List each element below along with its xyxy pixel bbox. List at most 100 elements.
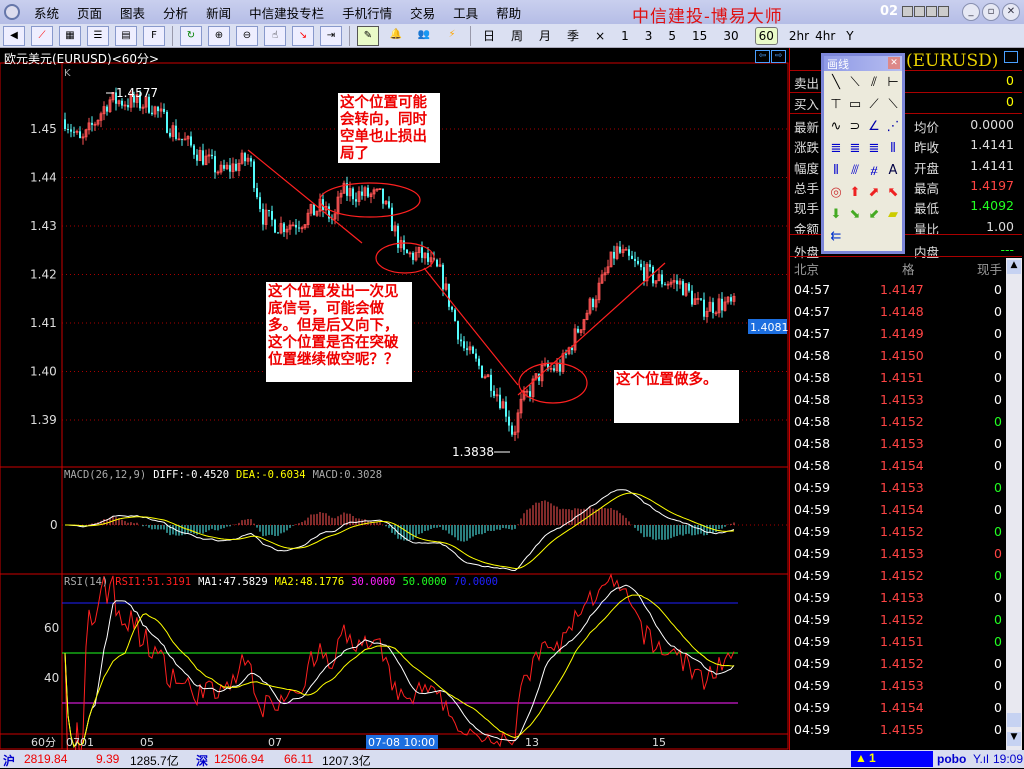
annotation-turn[interactable]: 这个位置可能会转向，同时空单也止损出局了	[338, 93, 440, 163]
cycle-icon[interactable]: ⦀	[890, 141, 896, 156]
menu-news[interactable]: 新闻	[206, 5, 232, 21]
period-30[interactable]: 30	[723, 28, 739, 43]
menu-page[interactable]: 页面	[77, 5, 103, 21]
tick-time: 04:59	[794, 546, 831, 561]
down-right-arrow-icon[interactable]: ⬊	[849, 207, 861, 222]
candle-body	[573, 328, 577, 351]
scroll-thumb[interactable]	[1007, 713, 1021, 727]
maximize-panel-icon[interactable]	[1004, 51, 1018, 63]
text-icon[interactable]: A	[888, 163, 898, 178]
multi-chart-icon[interactable]: ▦	[59, 25, 81, 46]
select-icon[interactable]: ☝	[264, 25, 286, 46]
period-day[interactable]: 日	[483, 29, 496, 43]
tick-scrollbar[interactable]: ▲ ▼	[1006, 258, 1022, 750]
tick-volume: 0	[994, 370, 1002, 385]
speed-lines-icon[interactable]: ⫻	[851, 163, 859, 178]
export-icon[interactable]: ↘	[292, 25, 314, 46]
period-3[interactable]: 3	[644, 28, 653, 43]
up-right-arrow-icon[interactable]: ⬈	[868, 185, 880, 200]
import-icon[interactable]: ⇥	[320, 25, 342, 46]
wave-icon[interactable]: ∿	[830, 119, 842, 134]
period-5[interactable]: 5	[668, 28, 677, 43]
angle-icon[interactable]: ∠	[868, 119, 880, 134]
scroll-down-icon[interactable]: ▼	[1007, 732, 1021, 746]
zoom-in-icon[interactable]: ⊕	[208, 25, 230, 46]
annotation-bottom-signal[interactable]: 这个位置发出一次见底信号，可能会做多。但是后又向下，这个位置是否在突破位置继续做…	[266, 282, 412, 382]
period-4hr[interactable]: 4hr	[815, 28, 836, 43]
menu-chart[interactable]: 图表	[120, 5, 146, 21]
annotation-go-long[interactable]: 这个位置做多。	[614, 370, 739, 423]
app-logo-icon[interactable]	[4, 4, 20, 20]
target-icon[interactable]: ◎	[830, 185, 842, 200]
parallel-icon[interactable]: ⫽	[871, 75, 877, 90]
ray-down-icon[interactable]: ⟍	[888, 97, 898, 112]
fan-icon[interactable]: ⋰	[886, 119, 900, 134]
fibonacci-icon[interactable]: ≣	[849, 141, 861, 156]
menu-column[interactable]: 中信建投专栏	[249, 5, 325, 21]
minimize-button[interactable]: _	[962, 3, 980, 21]
delete-all-icon[interactable]: ⇇	[830, 229, 842, 244]
percent-icon[interactable]: ≣	[868, 141, 880, 156]
period-week[interactable]: 周	[511, 29, 524, 43]
last-icon[interactable]	[938, 6, 949, 17]
restore-button[interactable]: ▫	[982, 3, 1000, 21]
menu-analysis[interactable]: 分析	[163, 5, 189, 21]
back-icon[interactable]: ◀	[3, 25, 25, 46]
scroll-left-button[interactable]: ⇦	[755, 50, 770, 63]
period-1[interactable]: 1	[621, 28, 629, 43]
alarm-icon[interactable]: 🔔	[389, 28, 403, 40]
menu-help[interactable]: 帮助	[496, 5, 522, 21]
first-icon[interactable]	[902, 6, 913, 17]
down-arrow-icon[interactable]: ⬇	[830, 207, 842, 222]
fib-cycle-icon[interactable]: ⦀	[833, 163, 839, 178]
period-y[interactable]: Y	[846, 28, 854, 43]
up-arrow-icon[interactable]: ⬆	[849, 185, 861, 200]
ray-icon[interactable]: ⟋	[869, 97, 879, 112]
tick-row: 04:59 1.4152 0	[792, 656, 1002, 678]
lightning-icon[interactable]: ⚡	[448, 28, 456, 40]
list-icon[interactable]: ☰	[87, 25, 109, 46]
users-icon[interactable]: 👥	[417, 28, 431, 40]
tick-price: 1.4154	[880, 458, 924, 473]
tick-volume: 0	[994, 282, 1002, 297]
alert-box[interactable]: ▲ 1	[851, 751, 933, 767]
menu-mobile[interactable]: 手机行情	[342, 5, 393, 21]
period-quarter[interactable]: 季	[567, 29, 580, 43]
horizontal-line-icon[interactable]: ⊢	[887, 75, 899, 90]
play-icon[interactable]	[914, 6, 925, 17]
line-icon[interactable]: ╲	[832, 75, 840, 90]
refresh-icon[interactable]: ↻	[180, 25, 202, 46]
period-month[interactable]: 月	[539, 29, 552, 43]
period-15[interactable]: 15	[692, 28, 708, 43]
draw-line-icon[interactable]: ✎	[357, 25, 379, 46]
period-x[interactable]: ×	[595, 28, 606, 43]
channel-icon[interactable]: ⧣	[870, 163, 878, 178]
candle-body	[148, 96, 150, 113]
up-left-arrow-icon[interactable]: ⬉	[887, 185, 899, 200]
report-icon[interactable]: ▤	[115, 25, 137, 46]
scroll-right-button[interactable]: ⇨	[771, 50, 786, 63]
scroll-up-icon[interactable]: ▲	[1007, 260, 1021, 274]
segment-icon[interactable]: ⟍	[850, 75, 860, 90]
palette-close-icon[interactable]: ✕	[888, 57, 900, 69]
zoom-out-icon[interactable]: ⊖	[236, 25, 258, 46]
last-price-label: 1.4081	[750, 321, 789, 334]
f10-icon[interactable]: F	[143, 25, 165, 46]
down-left-arrow-icon[interactable]: ⬋	[868, 207, 880, 222]
eraser-icon[interactable]: ▰	[888, 207, 898, 222]
tick-row: 04:58 1.4153 0	[792, 436, 1002, 458]
menu-tools[interactable]: 工具	[453, 5, 479, 21]
gann-icon[interactable]: ≣	[830, 141, 842, 156]
close-button[interactable]: ✕	[1002, 3, 1020, 21]
chart-area[interactable]: 1.45 1.44 1.43 1.42 1.41 1.40 1.39 1.4577 1.3838…	[0, 0, 789, 750]
line-chart-icon[interactable]: ⟋	[31, 25, 53, 46]
quote-label: 金额	[794, 221, 820, 237]
period-60[interactable]: 60	[754, 26, 778, 45]
rectangle-icon[interactable]: ▭	[848, 97, 862, 112]
menu-system[interactable]: 系统	[34, 5, 60, 21]
menu-trade[interactable]: 交易	[410, 5, 436, 21]
period-2hr[interactable]: 2hr	[788, 28, 810, 43]
vertical-line-icon[interactable]: ⊤	[830, 97, 842, 112]
pause-icon[interactable]	[926, 6, 937, 17]
arc-icon[interactable]: ⊃	[849, 119, 861, 134]
